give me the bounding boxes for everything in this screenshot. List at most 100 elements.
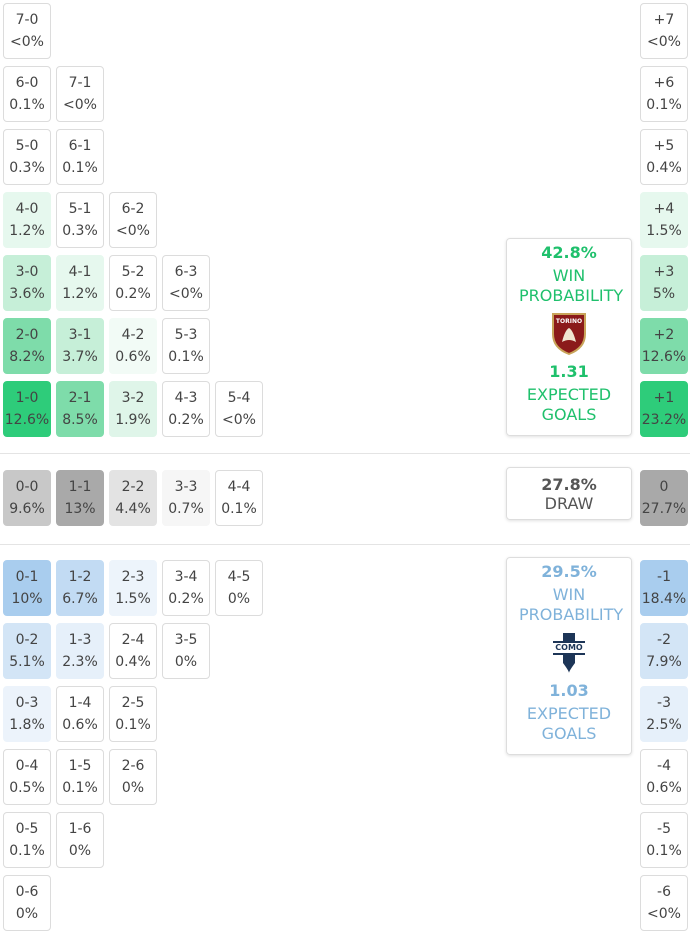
score: 0-2: [15, 632, 39, 648]
score: 1-4: [68, 695, 92, 711]
score-cell: -5 0.1%: [640, 812, 688, 868]
probability: 0.2%: [115, 286, 151, 302]
score: 0-1: [15, 569, 39, 585]
score-cell: 5-2 0.2%: [109, 255, 157, 311]
score: -2: [657, 632, 671, 648]
score-cell: 1-4 0.6%: [56, 686, 104, 742]
score: 1-3: [68, 632, 92, 648]
score-cell: 6-1 0.1%: [56, 129, 104, 185]
score: 1-6: [68, 821, 92, 837]
score: 3-3: [174, 479, 198, 495]
score: 5-4: [227, 390, 251, 406]
score: 3-1: [68, 327, 92, 343]
score-cell: 2-0 8.2%: [3, 318, 51, 374]
xg-label: EXPECTED GOALS: [526, 704, 612, 743]
probability: 23.2%: [641, 412, 687, 428]
separator: [0, 453, 690, 454]
probability: 0.7%: [168, 501, 204, 517]
score-cell: 6-2 <0%: [109, 192, 157, 248]
score-cell: 1-3 2.3%: [56, 623, 104, 679]
probability: 0.1%: [646, 843, 682, 859]
probability: 1.5%: [115, 591, 151, 607]
score-cell: 7-0 <0%: [3, 3, 51, 59]
score-cell: +7 <0%: [640, 3, 688, 59]
score: 7-1: [68, 75, 92, 91]
probability: 8.2%: [9, 349, 45, 365]
score-cell: -2 7.9%: [640, 623, 688, 679]
score-cell: 2-5 0.1%: [109, 686, 157, 742]
probability: 0.4%: [115, 654, 151, 670]
score-cell: 1-5 0.1%: [56, 749, 104, 805]
score-cell: +2 12.6%: [640, 318, 688, 374]
score: 6-3: [174, 264, 198, 280]
score-cell: 4-3 0.2%: [162, 381, 210, 437]
win-probability: 42.8%: [541, 243, 597, 262]
team-logo: COMO: [553, 633, 585, 673]
score-cell: 0 27.7%: [640, 470, 688, 526]
probability: 0%: [15, 906, 39, 922]
probability: <0%: [10, 34, 44, 50]
score-cell: 4-5 0%: [215, 560, 263, 616]
score: 4-0: [15, 201, 39, 217]
score: -6: [657, 884, 671, 900]
score: -1: [657, 569, 671, 585]
probability: <0%: [647, 906, 681, 922]
score-cell: 0-3 1.8%: [3, 686, 51, 742]
score-cell: -6 <0%: [640, 875, 688, 931]
score: 1-0: [15, 390, 39, 406]
score-cell: 5-1 0.3%: [56, 192, 104, 248]
probability: 1.2%: [62, 286, 98, 302]
score: +7: [653, 12, 675, 28]
score-cell: 4-2 0.6%: [109, 318, 157, 374]
score: 2-4: [121, 632, 145, 648]
score: 0-0: [15, 479, 39, 495]
score: 0-4: [15, 758, 39, 774]
probability: 1.2%: [9, 223, 45, 239]
score-cell: +4 1.5%: [640, 192, 688, 248]
probability: 0.3%: [9, 160, 45, 176]
probability: 0.2%: [168, 412, 204, 428]
score-cell: 3-0 3.6%: [3, 255, 51, 311]
probability: 10%: [11, 591, 43, 607]
score: 2-2: [121, 479, 145, 495]
score: 6-0: [15, 75, 39, 91]
score-cell: 2-3 1.5%: [109, 560, 157, 616]
score: +2: [653, 327, 675, 343]
probability: 12.6%: [641, 349, 687, 365]
score: 3-4: [174, 569, 198, 585]
score-cell: 1-6 0%: [56, 812, 104, 868]
score: 0-5: [15, 821, 39, 837]
probability: 0%: [121, 780, 145, 796]
probability: 0.3%: [62, 223, 98, 239]
probability: 0%: [68, 843, 92, 859]
score: -4: [657, 758, 671, 774]
score: 2-1: [68, 390, 92, 406]
probability: 0.5%: [9, 780, 45, 796]
probability: 18.4%: [641, 591, 687, 607]
score-cell: 2-4 0.4%: [109, 623, 157, 679]
team-logo: TORINO: [552, 313, 586, 356]
score: +5: [653, 138, 675, 154]
probability: 0.6%: [115, 349, 151, 365]
probability: <0%: [222, 412, 256, 428]
probability: 3.7%: [62, 349, 98, 365]
probability: 27.7%: [641, 501, 687, 517]
score-cell: 1-0 12.6%: [3, 381, 51, 437]
score-cell: 2-2 4.4%: [109, 470, 157, 526]
probability: 4.4%: [115, 501, 151, 517]
score: 4-1: [68, 264, 92, 280]
score-cell: 5-3 0.1%: [162, 318, 210, 374]
score-cell: 0-5 0.1%: [3, 812, 51, 868]
separator: [0, 544, 690, 545]
score-cell: 4-1 1.2%: [56, 255, 104, 311]
score-cell: +6 0.1%: [640, 66, 688, 122]
probability: 1.8%: [9, 717, 45, 733]
score: 4-3: [174, 390, 198, 406]
probability: 2.3%: [62, 654, 98, 670]
score: 3-0: [15, 264, 39, 280]
score-cell: 0-2 5.1%: [3, 623, 51, 679]
probability: <0%: [647, 34, 681, 50]
away-summary: 29.5% WIN PROBABILITY COMO 1.03 EXPECTED…: [506, 557, 632, 755]
draw-summary: 27.8% DRAW: [506, 467, 632, 520]
score: 5-0: [15, 138, 39, 154]
